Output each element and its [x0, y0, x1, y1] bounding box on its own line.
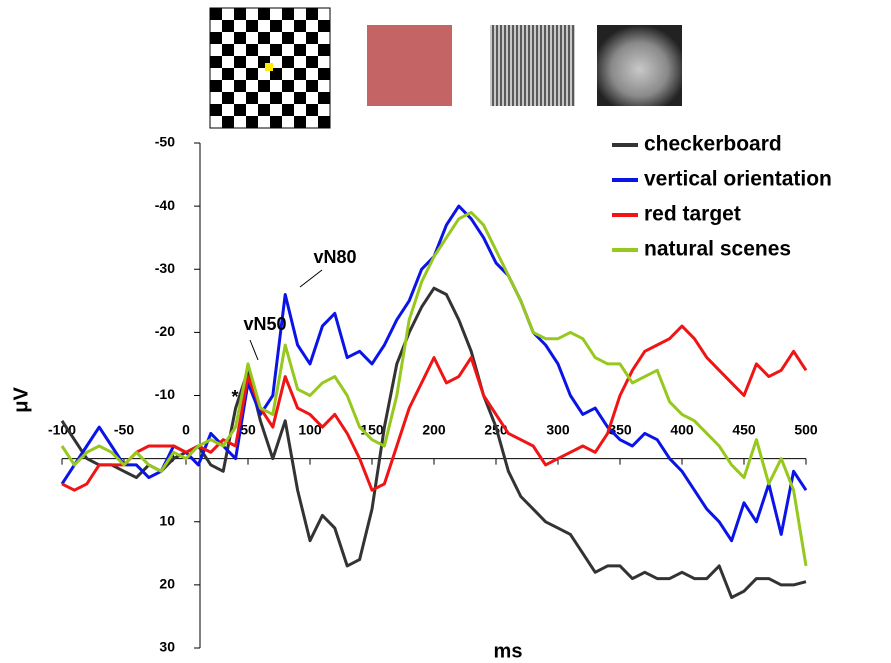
x-tick-label: -50 — [114, 421, 134, 437]
legend-label: vertical orientation — [644, 168, 832, 191]
checker-cell — [294, 92, 306, 104]
checker-cell — [282, 8, 294, 20]
annotation-leader — [249, 339, 259, 361]
checkerboard-stimulus — [209, 7, 331, 129]
checker-cell — [210, 80, 222, 92]
x-tick-label: 500 — [794, 421, 818, 437]
checker-cell — [246, 92, 258, 104]
y-tick-label: 10 — [159, 512, 175, 528]
red-stimulus — [367, 25, 452, 106]
checker-cell — [318, 92, 330, 104]
checker-cell — [282, 104, 294, 116]
x-tick-label: 400 — [670, 421, 694, 437]
checker-cell — [222, 68, 234, 80]
checker-cell — [234, 8, 246, 20]
checker-cell — [210, 56, 222, 68]
checker-cell — [318, 116, 330, 128]
y-tick-label: -10 — [155, 386, 175, 402]
checker-cell — [270, 20, 282, 32]
checker-cell — [282, 32, 294, 44]
checker-cell — [294, 68, 306, 80]
checker-cell — [246, 44, 258, 56]
checker-cell — [306, 80, 318, 92]
checker-cell — [210, 104, 222, 116]
x-tick-label: 300 — [546, 421, 570, 437]
checker-cell — [246, 116, 258, 128]
legend-label: red target — [644, 203, 741, 226]
checker-cell — [294, 116, 306, 128]
x-axis-title: ms — [494, 640, 523, 662]
checker-cell — [258, 104, 270, 116]
y-tick-label: -20 — [155, 323, 175, 339]
checker-cell — [306, 56, 318, 68]
y-tick-label: 20 — [159, 576, 175, 592]
checker-cell — [306, 32, 318, 44]
checker-cell — [222, 44, 234, 56]
annotation: vN50 — [243, 314, 286, 334]
checker-cell — [234, 80, 246, 92]
checker-cell — [318, 20, 330, 32]
y-tick-label: -40 — [155, 197, 175, 213]
x-tick-label: 450 — [732, 421, 756, 437]
checker-cell — [306, 104, 318, 116]
x-tick-label: 100 — [298, 421, 322, 437]
legend-label: natural scenes — [644, 238, 791, 261]
checker-cell — [258, 8, 270, 20]
checker-cell — [282, 80, 294, 92]
legend-label: checkerboard — [644, 133, 782, 156]
annotation: * — [231, 387, 238, 407]
checker-cell — [246, 68, 258, 80]
checker-cell — [210, 8, 222, 20]
fixation-dot — [265, 63, 273, 71]
checker-cell — [222, 20, 234, 32]
annotation-leader — [299, 269, 323, 288]
annotation: vN80 — [313, 247, 356, 267]
x-tick-label: 0 — [182, 421, 190, 437]
y-tick-label: -30 — [155, 260, 175, 276]
series-line — [61, 324, 808, 492]
checker-cell — [282, 56, 294, 68]
checker-cell — [210, 32, 222, 44]
checker-cell — [222, 92, 234, 104]
checker-cell — [270, 116, 282, 128]
checker-cell — [222, 116, 234, 128]
checker-cell — [246, 20, 258, 32]
checker-cell — [294, 44, 306, 56]
grating-stimulus — [490, 25, 575, 106]
checker-cell — [234, 104, 246, 116]
checker-cell — [270, 92, 282, 104]
y-axis-title: μV — [10, 387, 32, 413]
checker-cell — [234, 32, 246, 44]
y-tick-label: -50 — [155, 134, 175, 150]
y-tick-label: 30 — [159, 639, 175, 655]
checker-cell — [270, 44, 282, 56]
checker-cell — [258, 80, 270, 92]
face-stimulus — [597, 25, 682, 106]
checker-cell — [234, 56, 246, 68]
x-tick-label: 200 — [422, 421, 446, 437]
checker-cell — [258, 32, 270, 44]
checker-cell — [306, 8, 318, 20]
series-line — [60, 210, 808, 567]
x-tick-label: 50 — [240, 421, 256, 437]
checker-cell — [318, 44, 330, 56]
checker-cell — [294, 20, 306, 32]
checker-cell — [318, 68, 330, 80]
